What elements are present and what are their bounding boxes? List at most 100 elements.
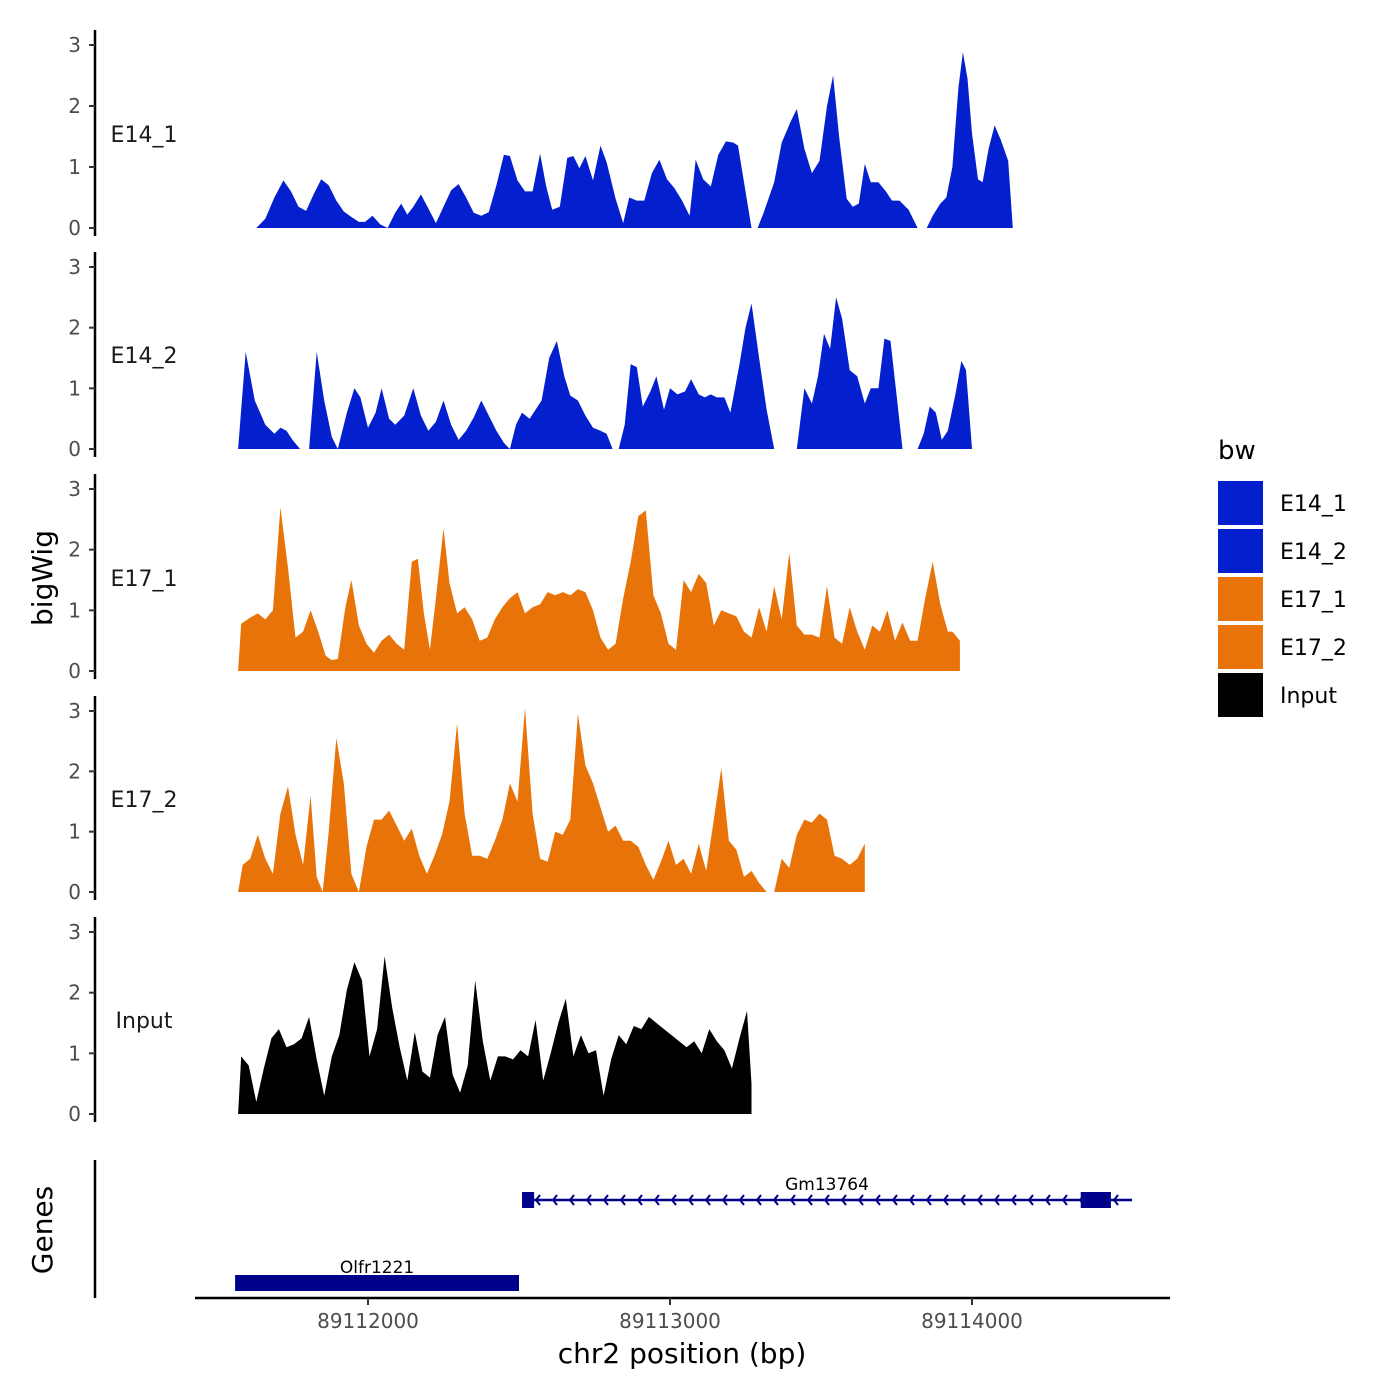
strand-arrow (670, 1194, 677, 1206)
legend-item-E14_2: E14_2 (1218, 529, 1347, 573)
track-Input: 0 1 2 3 Input (68, 920, 752, 1126)
y-tick-label: 2 (68, 981, 81, 1005)
legend-label: E17_2 (1280, 636, 1347, 661)
y-tick-label: 3 (68, 920, 81, 944)
gene-exon (1080, 1192, 1111, 1208)
genes-layer: Gm13764 Olfr1221 (235, 1175, 1133, 1291)
strand-arrow (806, 1194, 813, 1206)
legend-item-E17_2: E17_2 (1218, 625, 1347, 669)
gene-label: Olfr1221 (340, 1258, 414, 1278)
track-label: E17_1 (111, 567, 178, 592)
strand-arrow (840, 1194, 847, 1206)
legend-swatch (1218, 673, 1263, 717)
y-tick-label: 0 (68, 437, 81, 461)
strand-arrow (857, 1194, 864, 1206)
legend-item-E14_1: E14_1 (1218, 481, 1347, 525)
strand-arrow (721, 1194, 728, 1206)
y-tick-label: 0 (68, 659, 81, 683)
strand-arrow (1044, 1194, 1051, 1206)
track-E14_1: 0 1 2 3 E14_1 (68, 33, 1013, 240)
legend-swatch (1218, 529, 1263, 573)
y-tick-label: 1 (68, 376, 81, 400)
legend-label: E17_1 (1280, 588, 1347, 613)
strand-arrow (551, 1194, 558, 1206)
strand-arrow (772, 1194, 779, 1206)
y-axis-title: bigWig (26, 530, 59, 626)
x-tick-label: 89113000 (619, 1309, 721, 1333)
strand-arrow (925, 1194, 932, 1206)
track-label: E17_2 (111, 788, 178, 813)
legend-item-Input: Input (1218, 673, 1337, 717)
y-tick-label: 3 (68, 699, 81, 723)
strand-arrow (823, 1194, 830, 1206)
strand-arrow (976, 1194, 983, 1206)
y-tick-label: 0 (68, 880, 81, 904)
y-tick-label: 3 (68, 255, 81, 279)
legend-items: E14_1 E14_2 E17_1 E17_2 Input (1218, 481, 1347, 717)
strand-arrow (891, 1194, 898, 1206)
area-Input (238, 956, 752, 1114)
y-tick-label: 2 (68, 759, 81, 783)
gene-Gm13764: Gm13764 (522, 1175, 1133, 1208)
gene-exon (522, 1192, 535, 1208)
strand-arrow (755, 1194, 762, 1206)
legend-swatch (1218, 481, 1263, 525)
legend-label: E14_1 (1280, 492, 1347, 517)
x-axis-title: chr2 position (bp) (558, 1337, 807, 1370)
x-tick-label: 89114000 (921, 1309, 1023, 1333)
genes-axis-title: Genes (26, 1186, 59, 1274)
track-label: Input (116, 1009, 173, 1034)
strand-arrow (534, 1194, 541, 1206)
y-tick-label: 1 (68, 1041, 81, 1065)
area-E14_2 (238, 297, 973, 449)
y-tick-label: 1 (68, 155, 81, 179)
legend-swatch (1218, 577, 1263, 621)
strand-arrow (738, 1194, 745, 1206)
strand-arrow (908, 1194, 915, 1206)
y-tick-label: 2 (68, 94, 81, 118)
legend-label: E14_2 (1280, 540, 1347, 565)
strand-arrow (1061, 1194, 1068, 1206)
strand-arrow (585, 1194, 592, 1206)
x-tick-label: 89112000 (317, 1309, 419, 1333)
strand-arrow (687, 1194, 694, 1206)
track-label: E14_1 (111, 123, 178, 148)
track-E17_2: 0 1 2 3 E17_2 (68, 699, 865, 904)
track-label: E14_2 (111, 344, 178, 369)
area-E17_1 (238, 507, 960, 671)
y-tick-label: 3 (68, 33, 81, 57)
strand-arrow (602, 1194, 609, 1206)
legend: bw E14_1 E14_2 E17_1 E17_2 Input (1218, 436, 1347, 717)
gene-Olfr1221: Olfr1221 (235, 1258, 519, 1291)
strand-arrow (789, 1194, 796, 1206)
strand-arrow (568, 1194, 575, 1206)
strand-arrow (704, 1194, 711, 1206)
strand-arrow (874, 1194, 881, 1206)
strand-arrow (993, 1194, 1000, 1206)
y-tick-label: 1 (68, 598, 81, 622)
y-tick-label: 2 (68, 316, 81, 340)
strand-arrow (942, 1194, 949, 1206)
legend-item-E17_1: E17_1 (1218, 577, 1347, 621)
gene-exon (235, 1275, 519, 1291)
y-tick-label: 2 (68, 538, 81, 562)
y-tick-label: 1 (68, 820, 81, 844)
strand-arrow (1010, 1194, 1017, 1206)
area-E14_1 (238, 52, 1013, 228)
y-tick-label: 0 (68, 216, 81, 240)
legend-swatch (1218, 625, 1263, 669)
gene-label: Gm13764 (785, 1175, 869, 1195)
strand-arrow (1112, 1194, 1119, 1206)
area-E17_2 (238, 708, 865, 892)
strand-arrow (619, 1194, 626, 1206)
y-tick-label: 3 (68, 477, 81, 501)
strand-arrow (636, 1194, 643, 1206)
strand-arrow (959, 1194, 966, 1206)
legend-label: Input (1280, 684, 1337, 709)
track-E14_2: 0 1 2 3 E14_2 (68, 255, 973, 461)
legend-title: bw (1218, 436, 1256, 466)
tracks-layer: 0 1 2 3 E14_1 0 1 2 3 E14_2 0 1 2 3 E17_1 0 1 2 3 E17_2 0 1 2 3… (68, 33, 1013, 1126)
strand-arrow (1027, 1194, 1034, 1206)
y-tick-label: 0 (68, 1102, 81, 1126)
